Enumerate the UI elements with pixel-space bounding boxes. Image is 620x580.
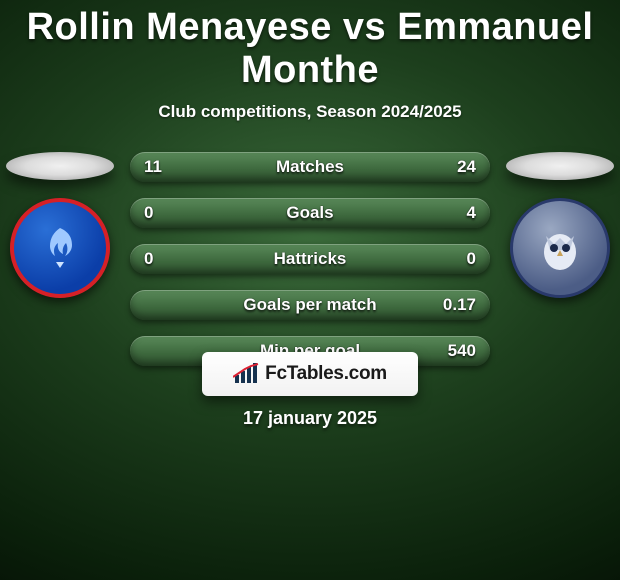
date-label: 17 january 2025 xyxy=(243,408,377,429)
player-left-photo-placeholder xyxy=(6,152,114,180)
stat-rows: 11 Matches 24 0 Goals 4 0 Hattricks 0 Go… xyxy=(130,152,490,382)
stat-right-value: 540 xyxy=(448,341,476,361)
stat-row-hattricks: 0 Hattricks 0 xyxy=(130,244,490,274)
owl-icon xyxy=(532,220,588,276)
stat-left-value: 11 xyxy=(144,157,162,177)
stat-right-value: 24 xyxy=(457,157,476,177)
page-title: Rollin Menayese vs Emmanuel Monthe xyxy=(0,0,620,92)
brand-box: FcTables.com xyxy=(202,352,418,396)
player-left-column xyxy=(0,152,120,298)
stat-right-value: 4 xyxy=(467,203,476,223)
subtitle: Club competitions, Season 2024/2025 xyxy=(0,102,620,122)
player-right-photo-placeholder xyxy=(506,152,614,180)
stat-row-matches: 11 Matches 24 xyxy=(130,152,490,182)
stat-left-value: 0 xyxy=(144,249,153,269)
stats-panel: 11 Matches 24 0 Goals 4 0 Hattricks 0 Go… xyxy=(0,152,620,382)
bar-chart-icon xyxy=(233,363,259,385)
stat-row-goals-per-match: Goals per match 0.17 xyxy=(130,290,490,320)
stat-label: Goals xyxy=(286,203,333,223)
stat-row-goals: 0 Goals 4 xyxy=(130,198,490,228)
club-badge-left xyxy=(10,198,110,298)
phoenix-icon xyxy=(36,224,84,272)
stat-left-value: 0 xyxy=(144,203,153,223)
brand-text: FcTables.com xyxy=(265,363,387,385)
player-right-column xyxy=(500,152,620,298)
stat-label: Goals per match xyxy=(243,295,376,315)
stat-label: Hattricks xyxy=(274,249,347,269)
stat-right-value: 0.17 xyxy=(443,295,476,315)
club-badge-right xyxy=(510,198,610,298)
stat-right-value: 0 xyxy=(467,249,476,269)
comparison-card: Rollin Menayese vs Emmanuel Monthe Club … xyxy=(0,0,620,580)
stat-label: Matches xyxy=(276,157,344,177)
